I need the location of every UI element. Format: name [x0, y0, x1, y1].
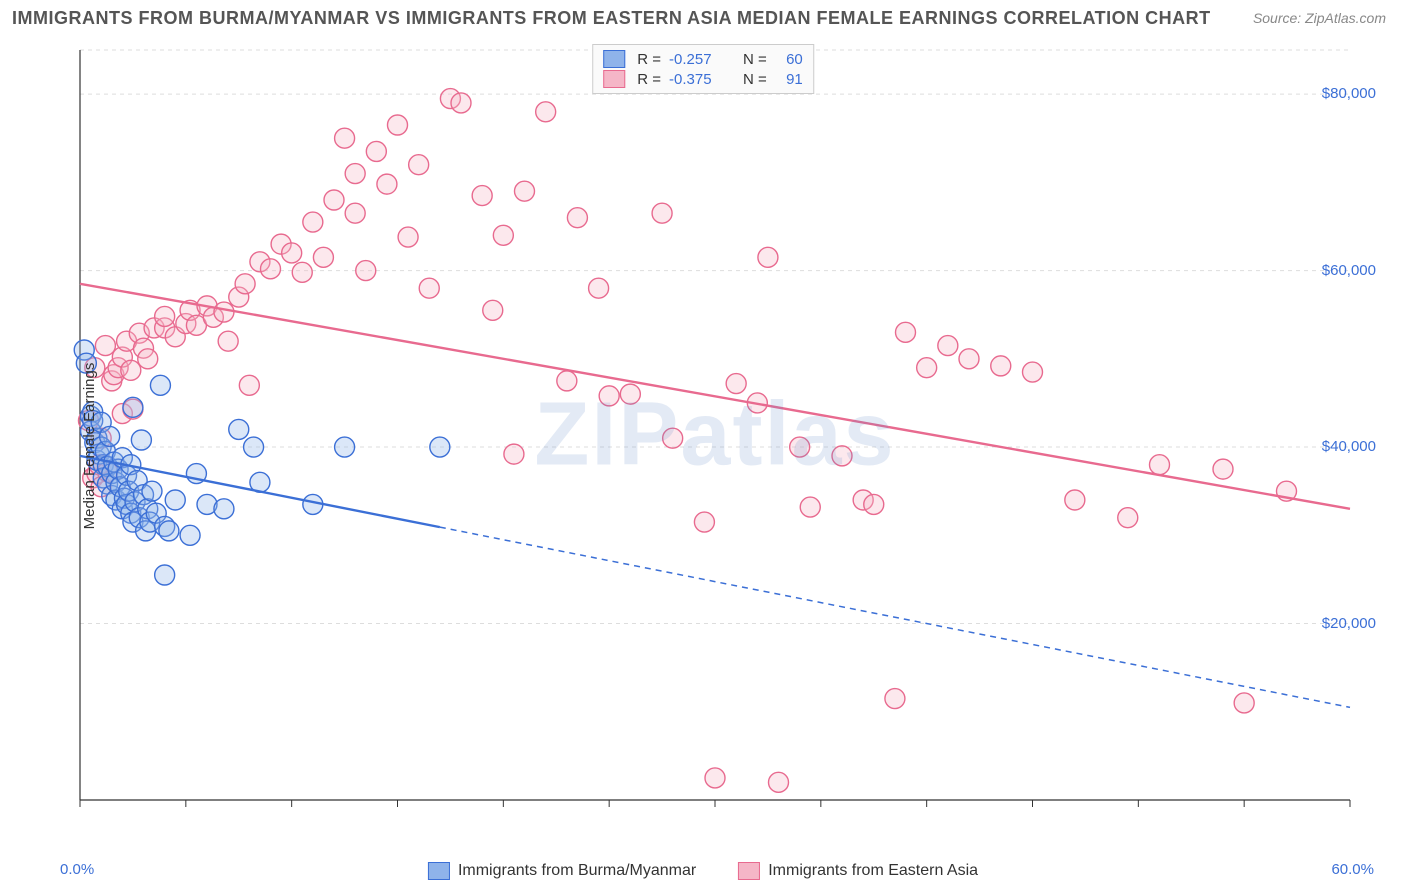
x-axis-max-label: 60.0% — [1331, 861, 1374, 878]
y-tick-label: $20,000 — [1322, 615, 1376, 632]
correlation-legend: R = -0.257 N = 60 R = -0.375 N = 91 — [592, 44, 814, 94]
legend-label-easternasia: Immigrants from Eastern Asia — [768, 862, 978, 880]
source-attribution: Source: ZipAtlas.com — [1253, 10, 1386, 26]
correlation-row-easternasia: R = -0.375 N = 91 — [603, 69, 803, 89]
chart-title: IMMIGRANTS FROM BURMA/MYANMAR VS IMMIGRA… — [12, 8, 1211, 29]
swatch-easternasia — [603, 70, 625, 88]
series-legend: Immigrants from Burma/Myanmar Immigrants… — [428, 862, 978, 880]
legend-swatch-burma — [428, 862, 450, 880]
y-tick-label: $60,000 — [1322, 262, 1376, 279]
n-label: N = — [743, 71, 767, 88]
y-tick-label: $40,000 — [1322, 438, 1376, 455]
n-value-burma: 60 — [775, 51, 803, 68]
r-value-easternasia: -0.375 — [669, 71, 729, 88]
r-value-burma: -0.257 — [669, 51, 729, 68]
legend-swatch-easternasia — [738, 862, 760, 880]
correlation-row-burma: R = -0.257 N = 60 — [603, 49, 803, 69]
r-label: R = — [637, 71, 661, 88]
n-value-easternasia: 91 — [775, 71, 803, 88]
legend-label-burma: Immigrants from Burma/Myanmar — [458, 862, 696, 880]
scatter-plot-svg — [50, 40, 1380, 830]
swatch-burma — [603, 50, 625, 68]
n-label: N = — [743, 51, 767, 68]
chart-container: ZIPatlas — [50, 40, 1380, 830]
legend-item-burma: Immigrants from Burma/Myanmar — [428, 862, 696, 880]
y-tick-label: $80,000 — [1322, 85, 1376, 102]
x-axis-min-label: 0.0% — [60, 861, 94, 878]
y-axis-label: Median Female Earnings — [81, 363, 98, 530]
r-label: R = — [637, 51, 661, 68]
legend-item-easternasia: Immigrants from Eastern Asia — [738, 862, 978, 880]
